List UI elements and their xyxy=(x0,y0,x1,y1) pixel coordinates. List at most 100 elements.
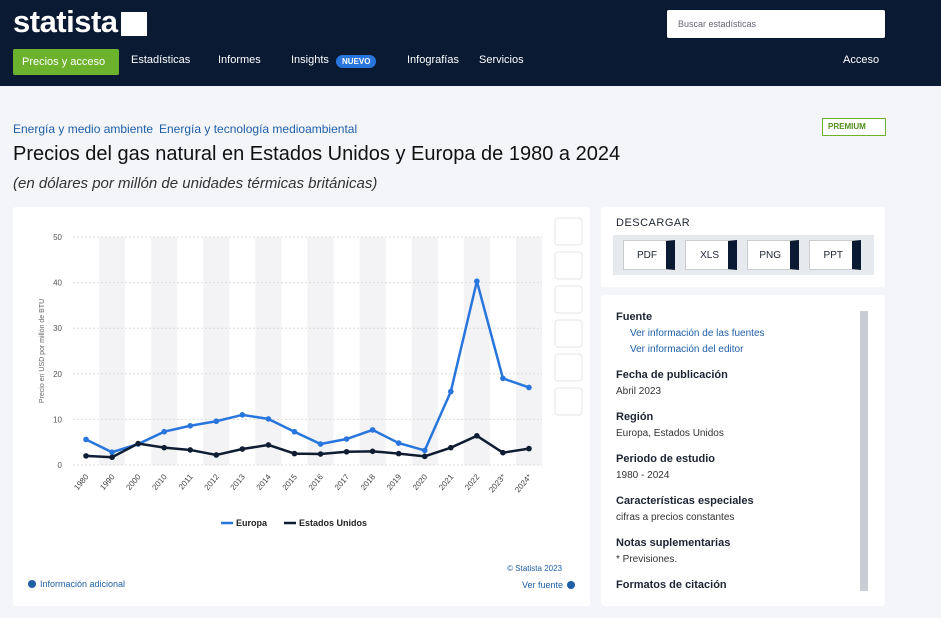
tool-button[interactable] xyxy=(554,387,583,416)
download-button[interactable]: PDF xyxy=(623,240,675,270)
tool-button[interactable] xyxy=(554,353,583,382)
x-tick-label: 2022 xyxy=(463,472,482,492)
nav-item[interactable]: Estadísticas xyxy=(131,54,191,66)
data-point[interactable] xyxy=(109,454,115,461)
nav-item[interactable]: Precios y acceso xyxy=(13,49,119,75)
column-band xyxy=(203,237,230,465)
data-point[interactable] xyxy=(395,450,402,457)
legend-label[interactable]: Estados Unidos xyxy=(299,518,367,528)
nav-item[interactable]: Insights xyxy=(291,54,329,66)
data-point[interactable] xyxy=(369,448,376,455)
download-button[interactable]: PPT xyxy=(809,240,861,270)
top-bar: statista Buscar estadísticas Precios y a… xyxy=(0,0,941,86)
column-band xyxy=(359,237,386,465)
logo-icon[interactable] xyxy=(121,12,147,36)
data-point[interactable] xyxy=(291,450,298,457)
tool-button[interactable] xyxy=(554,285,583,314)
x-tick-label: 1980 xyxy=(72,472,91,492)
data-point[interactable] xyxy=(369,427,376,433)
logo[interactable]: statista xyxy=(13,4,118,39)
data-point[interactable] xyxy=(500,449,506,456)
data-point[interactable] xyxy=(474,433,480,439)
data-point[interactable] xyxy=(187,422,194,429)
x-tick-label: 2014 xyxy=(255,472,274,492)
y-tick-label: 20 xyxy=(53,370,62,379)
info-text: Europa, Estados Unidos xyxy=(616,428,724,439)
data-point[interactable] xyxy=(395,440,402,446)
data-point[interactable] xyxy=(83,436,89,443)
info-heading: Fuente xyxy=(616,311,653,323)
data-point[interactable] xyxy=(161,444,167,451)
legend-label[interactable]: Europa xyxy=(236,518,268,528)
data-point[interactable] xyxy=(526,445,532,452)
title: Precios del gas natural en Estados Unido… xyxy=(13,143,621,165)
column-band xyxy=(515,237,542,465)
breadcrumb[interactable]: Energía y medio ambiente xyxy=(13,122,154,136)
source-link[interactable]: Ver fuente xyxy=(522,580,563,590)
data-point[interactable] xyxy=(187,447,194,453)
x-tick-label: 1990 xyxy=(98,472,117,492)
y-tick-label: 50 xyxy=(53,233,62,242)
download-button[interactable]: XLS xyxy=(685,240,737,270)
column-band xyxy=(307,237,334,465)
data-point[interactable] xyxy=(213,418,220,425)
info-text: * Previsiones. xyxy=(616,554,678,565)
tool-button[interactable] xyxy=(554,217,583,246)
download-card: DESCARGAR PDF XLS PNG PPT xyxy=(601,207,885,287)
data-point[interactable] xyxy=(83,453,89,459)
data-point[interactable] xyxy=(526,384,532,391)
column-band xyxy=(411,237,438,465)
info-link[interactable]: Ver información del editor xyxy=(630,344,744,355)
info-icon[interactable] xyxy=(28,580,36,588)
nav-item[interactable]: Servicios xyxy=(479,54,524,66)
info-heading: Características especiales xyxy=(616,495,754,507)
data-point[interactable] xyxy=(317,441,324,447)
data-point[interactable] xyxy=(448,444,454,451)
x-tick-label: 2019 xyxy=(385,472,404,492)
data-point[interactable] xyxy=(239,446,246,452)
data-point[interactable] xyxy=(213,452,220,458)
data-line xyxy=(85,434,530,459)
x-tick-label: 2017 xyxy=(333,472,352,492)
source-icon[interactable] xyxy=(567,581,575,589)
nav-item[interactable]: Infografías xyxy=(407,54,459,66)
x-tick-label: 2016 xyxy=(307,472,326,492)
data-point[interactable] xyxy=(421,447,428,454)
info-link[interactable]: Ver información de las fuentes xyxy=(630,328,765,339)
column-band xyxy=(151,237,178,465)
column-band xyxy=(99,237,126,465)
y-tick-label: 0 xyxy=(58,461,63,470)
info-heading: Región xyxy=(616,411,654,423)
data-point[interactable] xyxy=(421,453,428,460)
download-button[interactable]: PNG xyxy=(747,240,799,270)
x-tick-label: 2010 xyxy=(150,472,169,492)
copyright: © Statista 2023 xyxy=(507,564,562,573)
scrollbar[interactable] xyxy=(860,311,868,591)
nav-item[interactable]: Informes xyxy=(218,54,261,66)
data-point[interactable] xyxy=(343,448,350,455)
chart-card: 0 10 20 30 40 50 Precio en USD por millón de B… xyxy=(13,207,590,606)
breadcrumb[interactable]: Energía y tecnología medioambiental xyxy=(159,122,358,136)
search-box[interactable]: Buscar estadísticas xyxy=(667,10,885,38)
data-point[interactable] xyxy=(317,451,324,457)
x-tick-label: 2015 xyxy=(281,472,300,492)
data-point[interactable] xyxy=(109,449,115,456)
data-point[interactable] xyxy=(448,388,454,395)
info-heading: Periodo de estudio xyxy=(616,453,716,465)
tool-button[interactable] xyxy=(554,319,583,348)
data-point[interactable] xyxy=(161,428,167,435)
more-info-link[interactable]: Información adicional xyxy=(40,579,125,589)
data-point[interactable] xyxy=(343,436,350,442)
data-point[interactable] xyxy=(500,375,506,382)
login[interactable]: Acceso xyxy=(843,54,880,66)
data-point[interactable] xyxy=(239,412,246,418)
data-point[interactable] xyxy=(265,416,272,422)
data-point[interactable] xyxy=(291,428,298,435)
data-point[interactable] xyxy=(474,278,480,285)
data-point[interactable] xyxy=(265,442,272,448)
tool-button[interactable] xyxy=(554,251,583,280)
column-band xyxy=(255,237,282,465)
data-point[interactable] xyxy=(135,440,141,447)
premium-badge: PREMIUM xyxy=(822,118,886,136)
